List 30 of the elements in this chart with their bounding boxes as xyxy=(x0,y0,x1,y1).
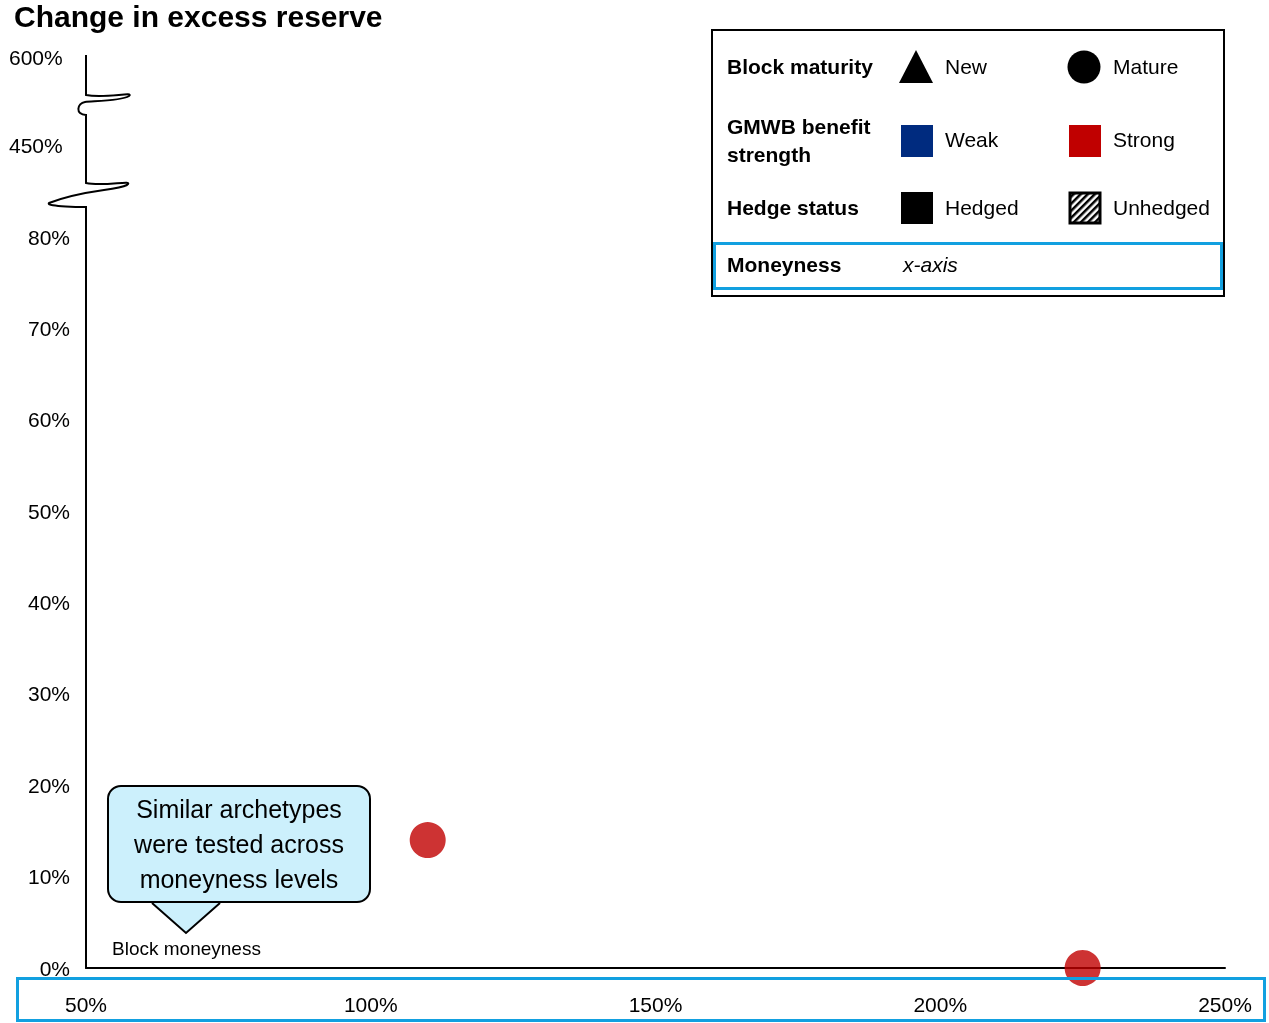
text: 600% xyxy=(9,46,63,70)
text: Block maturity xyxy=(727,55,873,79)
text: New xyxy=(945,55,988,79)
text: GMWB benefit strength xyxy=(727,114,872,168)
x-axis-title: Block moneyness xyxy=(112,938,261,960)
text: Unhedged xyxy=(1113,196,1210,220)
text: Mature xyxy=(1113,55,1179,79)
y-tick-label: 30% xyxy=(27,682,70,706)
x-tick-label: 150% xyxy=(628,993,683,1016)
y-tick-label: 10% xyxy=(27,865,70,889)
chart-title: Change in excess reserve xyxy=(14,0,383,34)
x-tick-label: 100% xyxy=(343,993,398,1016)
annotation: x-axis xyxy=(903,253,958,277)
text: 450% xyxy=(9,134,63,158)
annotation: Similar archetypes were tested across moneyness levels xyxy=(107,785,371,903)
y-tick-label: 20% xyxy=(27,773,70,797)
y-tick-label: 50% xyxy=(27,499,70,523)
text: Weak xyxy=(945,128,999,152)
text: Hedge status xyxy=(727,196,859,220)
y-tick-label: 60% xyxy=(27,408,70,432)
annotation: Moneyness xyxy=(727,253,842,277)
x-tick-label: 200% xyxy=(913,993,968,1016)
y-tick-label: 70% xyxy=(27,316,70,340)
text: Hedged xyxy=(945,196,1019,220)
y-tick-label: 80% xyxy=(27,225,70,249)
x-tick-label: 50% xyxy=(64,993,108,1016)
y-tick-label: 40% xyxy=(27,591,70,614)
y-tick-label: 0% xyxy=(39,956,70,980)
x-tick-label: 250% xyxy=(1198,993,1252,1016)
text: Strong xyxy=(1113,128,1175,152)
